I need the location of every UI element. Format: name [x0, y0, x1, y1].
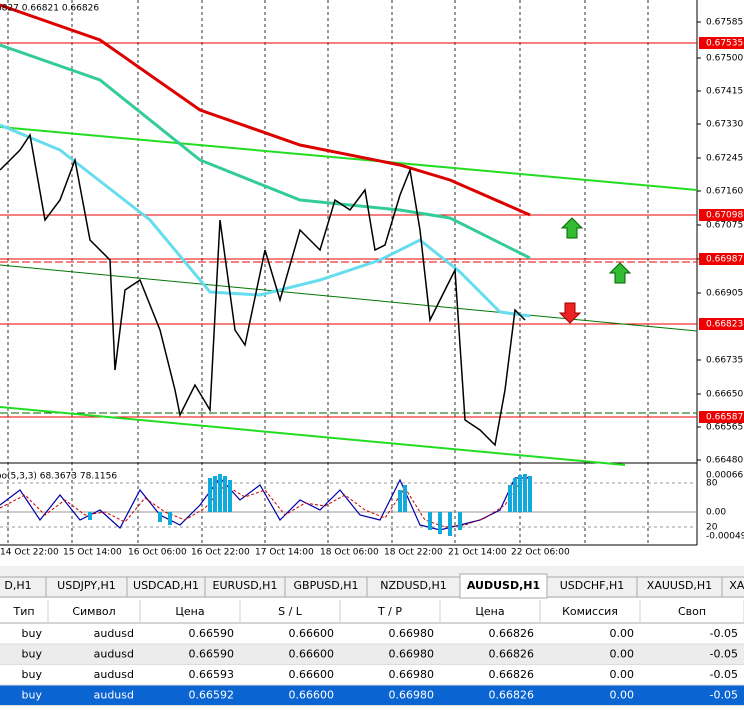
time-label: 14 Oct 22:00 — [0, 548, 59, 558]
level-label: 0.66587 — [706, 413, 743, 423]
tab-label: GBPUSD,H1 — [294, 579, 359, 592]
price-label: 0.67330 — [706, 120, 743, 130]
cell: 0.00 — [610, 668, 635, 681]
tab[interactable] — [721, 576, 744, 598]
cell: -0.05 — [710, 648, 738, 661]
quote-line: 6827 0.66821 0.66826 — [0, 4, 99, 14]
time-label: 18 Oct 06:00 — [320, 548, 379, 558]
osc-axis-label: 0.000661 — [706, 471, 744, 481]
tab-label: EURUSD,H1 — [213, 579, 278, 592]
osc — [0, 474, 697, 536]
time-label: 15 Oct 14:00 — [63, 548, 122, 558]
osc-axis-label: 20 — [706, 523, 718, 533]
tab-label: XAUUSD,H1 — [647, 579, 712, 592]
header: T / P — [377, 605, 402, 618]
cell: 0.66826 — [489, 648, 535, 661]
price-label: 0.66480 — [706, 456, 743, 466]
level-box — [699, 318, 744, 330]
level-box — [699, 411, 744, 423]
cell: 0.66826 — [489, 668, 535, 681]
cell: buy — [22, 648, 43, 661]
selected-row — [0, 685, 744, 705]
header: S / L — [278, 605, 303, 618]
time-label: 21 Oct 14:00 — [448, 548, 507, 558]
time-label: 22 Oct 06:00 — [511, 548, 570, 558]
cell: audusd — [94, 627, 134, 640]
cell: 0.66980 — [389, 648, 435, 661]
cell: -0.05 — [710, 627, 738, 640]
level-label: 0.66823 — [706, 320, 743, 330]
arrow-down — [558, 302, 582, 324]
cell: buy — [22, 689, 43, 702]
level-box — [699, 253, 744, 265]
cell: 0.66600 — [289, 627, 335, 640]
price-label: 0.66735 — [706, 356, 743, 366]
header: Цена — [475, 605, 504, 618]
osc-axis-label: 0.00 — [706, 508, 726, 518]
tab-label: USDJPY,H1 — [57, 579, 116, 592]
cell: 0.00 — [610, 648, 635, 661]
cell: -0.05 — [710, 689, 738, 702]
price-label: 0.66565 — [706, 423, 743, 433]
price-label: 0.67160 — [706, 187, 743, 197]
header: Цена — [175, 605, 204, 618]
cell: audusd — [94, 648, 134, 661]
price-label: 0.67245 — [706, 154, 743, 164]
cell: audusd — [94, 668, 134, 681]
tab-label: USDCAD,H1 — [133, 579, 199, 592]
time-label: 16 Oct 06:00 — [128, 548, 187, 558]
cell: 0.66826 — [489, 689, 535, 702]
tab-label: NZDUSD,H1 — [380, 579, 447, 592]
level-box — [699, 209, 744, 221]
price-label: 0.67500 — [706, 54, 743, 64]
osc-axis-label: 80 — [706, 479, 718, 489]
cell: buy — [22, 668, 43, 681]
cell: 0.66980 — [389, 668, 435, 681]
time-label: 16 Oct 22:00 — [191, 548, 250, 558]
tab[interactable] — [459, 573, 548, 599]
header: Своп — [678, 605, 706, 618]
cell: 0.66592 — [189, 689, 235, 702]
trend-lines — [0, 3, 698, 466]
cell: 0.66600 — [289, 689, 335, 702]
header: Тип — [12, 605, 34, 618]
time-label: 17 Oct 14:00 — [255, 548, 314, 558]
level-label: 0.67098 — [706, 211, 743, 221]
cell: 0.66600 — [289, 668, 335, 681]
arrow-up — [608, 262, 632, 284]
header: Комиссия — [562, 605, 618, 618]
tab-label: XAG — [729, 579, 744, 592]
level-label: 0.66987 — [706, 255, 743, 265]
arrow-up — [560, 217, 584, 239]
tab-label: USDCHF,H1 — [560, 579, 625, 592]
header: Символ — [72, 605, 115, 618]
time-label: 18 Oct 22:00 — [384, 548, 443, 558]
row-stripe — [0, 644, 744, 665]
cell: buy — [22, 627, 43, 640]
cell: -0.05 — [710, 668, 738, 681]
price-label: 0.67075 — [706, 221, 743, 231]
tab-label: D,H1 — [4, 579, 31, 592]
cell: 0.66980 — [389, 627, 435, 640]
osc-axis-label: -0.00049 — [706, 532, 744, 542]
cell: 0.66590 — [189, 627, 235, 640]
cell: audusd — [94, 689, 134, 702]
cell: 0.66826 — [489, 627, 535, 640]
tab-label: AUDUSD,H1 — [467, 579, 540, 592]
price-label: 0.67585 — [706, 18, 743, 28]
price-label: 0.66905 — [706, 289, 743, 299]
cell: 0.00 — [610, 689, 635, 702]
osc-label: oo(5,3,3) 68.3673 78.1156 — [0, 472, 117, 482]
cell: 0.66600 — [289, 648, 335, 661]
level-box — [699, 37, 744, 49]
cell: 0.00 — [610, 627, 635, 640]
cell: 0.66980 — [389, 689, 435, 702]
cell: 0.66590 — [189, 648, 235, 661]
level-label: 0.67535 — [706, 39, 743, 49]
price-label: 0.67415 — [706, 87, 743, 97]
price-label: 0.66650 — [706, 390, 743, 400]
cell: 0.66593 — [189, 668, 235, 681]
